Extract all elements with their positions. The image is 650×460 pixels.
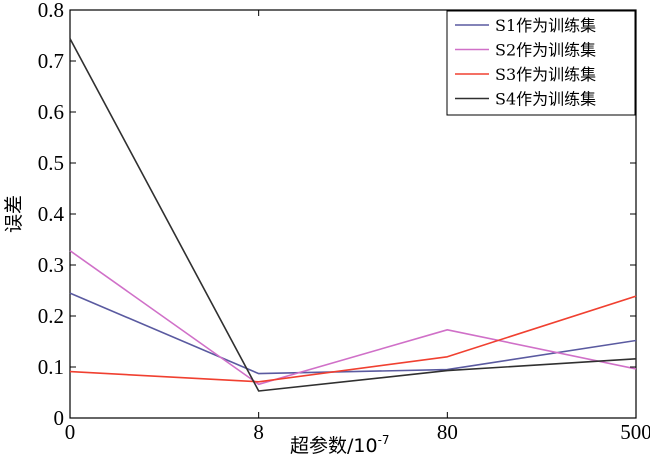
- legend-box: [446, 10, 636, 116]
- series-line-s1: [69, 292, 637, 375]
- legend-label: S4作为训练集: [495, 90, 596, 109]
- series-line-s2: [69, 250, 637, 386]
- legend-label: S2作为训练集: [495, 41, 596, 60]
- series-line-s3: [69, 295, 637, 383]
- legend: S1作为训练集 S2作为训练集 S3作为训练集 S4作为训练集: [446, 10, 636, 116]
- y-tick-label: 0: [54, 406, 65, 430]
- ticks-layer: 0 0.1 0.2 0.3 0.4 0.5 0.6 0.7 0.8 0 8 80 500: [38, 0, 650, 444]
- y-tick-label: 0.1: [38, 355, 64, 379]
- y-axis-label: 误差: [3, 195, 25, 233]
- y-tick-label: 0.3: [38, 253, 64, 277]
- legend-label: S1作为训练集: [495, 16, 596, 35]
- y-tick-label: 0.7: [38, 49, 64, 73]
- x-tick-label: 8: [253, 420, 264, 444]
- y-tick-label: 0.8: [38, 0, 64, 22]
- x-tick-label: 500: [620, 420, 650, 444]
- series-line-s4: [69, 38, 637, 392]
- y-tick-label: 0.6: [38, 100, 64, 124]
- x-tick-label: 0: [65, 420, 76, 444]
- x-axis-label: 超参数/10-7: [290, 433, 390, 457]
- y-tick-label: 0.2: [38, 304, 64, 328]
- y-tick-label: 0.5: [38, 151, 64, 175]
- x-tick-label: 80: [437, 420, 458, 444]
- y-tick-label: 0.4: [38, 202, 65, 226]
- legend-label: S3作为训练集: [495, 65, 596, 84]
- x-axis-label-main: 超参数/10: [290, 435, 378, 457]
- series-layer: [69, 38, 637, 392]
- x-axis-label-superscript: -7: [378, 433, 390, 447]
